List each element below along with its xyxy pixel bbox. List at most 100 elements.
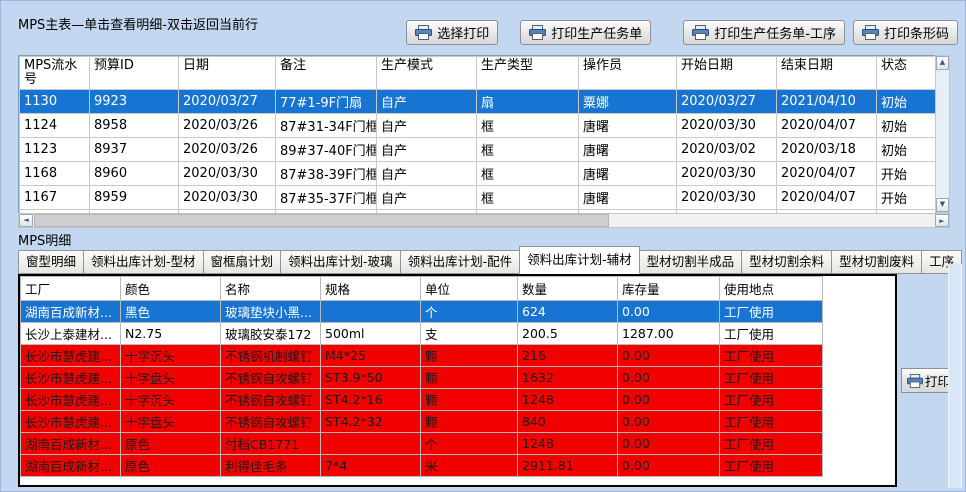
cell: 黑色 xyxy=(120,300,221,323)
column-header[interactable]: 状态 xyxy=(876,56,935,90)
cell xyxy=(320,432,421,455)
cell: 2020/03/27 xyxy=(178,89,276,114)
hscrollbar-thumb[interactable] xyxy=(34,214,609,227)
column-header[interactable]: 结束日期 xyxy=(776,56,877,90)
column-header[interactable]: 颜色 xyxy=(120,276,221,301)
cell: 湖南百成新材... xyxy=(20,432,121,455)
detail-tab-strip: 窗型明细 领料出库计划-型材 窗框扇计划 领料出库计划-玻璃 领料出库计划-配件 领料出库… xyxy=(18,246,963,274)
column-header[interactable]: MPS流水号 xyxy=(19,56,90,90)
select-print-button[interactable]: 选择打印 xyxy=(406,20,499,45)
print-barcode-button[interactable]: 打印条形码 xyxy=(852,20,958,45)
print-task-order-process-button[interactable]: 打印生产任务单-工序 xyxy=(683,20,845,45)
column-header[interactable]: 库存量 xyxy=(617,276,720,301)
column-header[interactable]: 规格 xyxy=(320,276,421,301)
cell: 开始 xyxy=(876,161,935,186)
cell: 1248 xyxy=(517,432,618,455)
scroll-up-icon[interactable]: ▲ xyxy=(936,56,949,70)
detail-tab-2[interactable]: 领料出库计划-型材 xyxy=(84,250,204,274)
cell: 1124 xyxy=(19,113,90,138)
scroll-right-icon[interactable]: ► xyxy=(935,214,949,227)
cell: 付档CB1771 xyxy=(220,432,321,455)
detail-table-row[interactable]: 长沙市慧虎建... 十字盘头 不锈钢自攻螺钉 ST4.2*32 颗 840 0.00 工厂使用 xyxy=(20,410,823,433)
cell: 9923 xyxy=(89,89,179,114)
cell: 工厂使用 xyxy=(719,454,823,477)
cell: 支 xyxy=(420,322,518,345)
cell xyxy=(320,300,421,323)
main-table-vscrollbar[interactable]: ▲ ▼ xyxy=(935,55,950,213)
detail-tab-10[interactable]: 工序 xyxy=(922,250,963,274)
cell: 2020/03/30 xyxy=(178,161,276,186)
right-scroll-strip[interactable] xyxy=(948,264,962,488)
printer-icon xyxy=(907,373,923,388)
detail-table-row[interactable]: 长沙市慧虎建... 十字盘头 不锈钢自攻螺钉 ST3.9*50 颗 1632 0.00 工厂使… xyxy=(20,366,823,389)
column-header[interactable]: 单位 xyxy=(420,276,518,301)
cell: 2020/03/26 xyxy=(178,137,276,162)
print-task-order-button[interactable]: 打印生产任务单 xyxy=(520,20,652,45)
cell: 自产 xyxy=(376,161,477,186)
detail-table-row[interactable]: 湖南百成新材... 原色 付档CB1771 个 1248 0.00 工厂使用 xyxy=(20,432,823,455)
detail-table-row[interactable]: 长沙市慧虎建... 十字沉头 不锈钢自攻螺钉 ST4.2*16 颗 1248 0.00 工厂使… xyxy=(20,388,823,411)
detail-tab-5[interactable]: 领料出库计划-配件 xyxy=(400,250,521,274)
detail-table-row[interactable]: 湖南百成新材... 黑色 玻璃垫块小黑... 个 624 0.00 工厂使用 xyxy=(20,300,823,323)
cell: 2020/03/30 xyxy=(676,113,777,138)
printer-icon xyxy=(692,25,710,40)
column-header[interactable]: 名称 xyxy=(220,276,321,301)
detail-tab-6[interactable]: 领料出库计划-辅材 xyxy=(519,246,640,274)
cell: 87#31-34F门框 xyxy=(275,113,377,138)
cell: 2020/03/18 xyxy=(776,137,877,162)
printer-icon xyxy=(529,25,547,40)
main-table-hscrollbar[interactable]: ◄ ► xyxy=(18,213,950,228)
main-table-row[interactable]: 1168 8960 2020/03/30 87#38-39F门框 自产框唐曙 2020/0… xyxy=(19,161,935,186)
detail-tab-3[interactable]: 窗框扇计划 xyxy=(203,250,282,274)
main-table-row[interactable]: 1123 8937 2020/03/26 89#37-40F门框 自产框唐曙 2020/0… xyxy=(19,137,935,162)
detail-tab-7[interactable]: 型材切割半成品 xyxy=(639,250,743,274)
column-header[interactable]: 使用地点 xyxy=(719,276,823,301)
scroll-left-icon[interactable]: ◄ xyxy=(19,214,33,227)
column-header[interactable]: 生产模式 xyxy=(376,56,477,90)
cell: 2020/04/07 xyxy=(776,185,877,210)
cell: 工厂使用 xyxy=(719,432,823,455)
cell: 87#35-37F门框 xyxy=(275,185,377,210)
cell: 0.00 xyxy=(617,366,720,389)
cell: 自产 xyxy=(376,89,477,114)
detail-table-row[interactable]: 湖南百成新材... 原色 利得佳毛条 7*4 米 2911.81 0.00 工厂使用 xyxy=(20,454,823,477)
print-button-row: 选择打印 打印生产任务单 打印生产任务单-工序 打印条形码 xyxy=(406,20,958,45)
detail-table-row[interactable]: 长沙市慧虎建... 十字沉头 不锈钢机制螺钉 M4*25 颗 216 0.00 工厂使用 xyxy=(20,344,823,367)
detail-tab-1[interactable]: 窗型明细 xyxy=(18,250,85,274)
cell: 8958 xyxy=(89,113,179,138)
column-header[interactable]: 数量 xyxy=(517,276,618,301)
column-header[interactable]: 备注 xyxy=(275,56,377,90)
cell: 框 xyxy=(476,161,579,186)
main-table-row[interactable]: 1124 8958 2020/03/26 87#31-34F门框 自产框唐曙 2020/0… xyxy=(19,113,935,138)
cell: 2020/03/26 xyxy=(178,113,276,138)
cell: 1287.00 xyxy=(617,322,720,345)
detail-table-header-row: 工厂 颜色 名称 规格 单位 数量 库存量 使用地点 xyxy=(20,276,823,301)
cell: 0.00 xyxy=(617,388,720,411)
column-header[interactable]: 日期 xyxy=(178,56,276,90)
detail-tab-4[interactable]: 领料出库计划-玻璃 xyxy=(281,250,401,274)
column-header[interactable]: 生产类型 xyxy=(476,56,579,90)
cell: 2020/03/27 xyxy=(676,89,777,114)
cell: 长沙市慧虎建... xyxy=(20,366,121,389)
detail-table-row[interactable]: 长沙上泰建材... N2.75 玻璃胶安泰172 500ml 支 200.5 1287.00… xyxy=(20,322,823,345)
cell: 工厂使用 xyxy=(719,300,823,323)
button-label: 打印条形码 xyxy=(883,27,949,42)
detail-tab-9[interactable]: 型材切割废料 xyxy=(832,250,923,274)
cell: 长沙市慧虎建... xyxy=(20,410,121,433)
main-table-row[interactable]: 1167 8959 2020/03/30 87#35-37F门框 自产框唐曙 2020/0… xyxy=(19,185,935,210)
detail-tab-8[interactable]: 型材切割余料 xyxy=(742,250,833,274)
main-table-row[interactable]: 1130 9923 2020/03/27 77#1-9F门扇 自产扇粟娜 2020/03/… xyxy=(19,89,935,114)
main-table-title: MPS主表—单击查看明细-双击返回当前行 xyxy=(18,18,258,33)
cell: 长沙市慧虎建... xyxy=(20,344,121,367)
column-header[interactable]: 工厂 xyxy=(20,276,121,301)
column-header[interactable]: 预算ID xyxy=(89,56,179,90)
cell: 8960 xyxy=(89,161,179,186)
cell: 89#37-40F门框 xyxy=(275,137,377,162)
cell: 77#1-9F门扇 xyxy=(275,89,377,114)
detail-print-button[interactable]: 打印 xyxy=(901,368,957,393)
column-header[interactable]: 开始日期 xyxy=(676,56,777,90)
column-header[interactable]: 操作员 xyxy=(578,56,677,90)
cell: 自产 xyxy=(376,137,477,162)
scroll-down-icon[interactable]: ▼ xyxy=(936,198,949,212)
cell: 长沙上泰建材... xyxy=(20,322,121,345)
